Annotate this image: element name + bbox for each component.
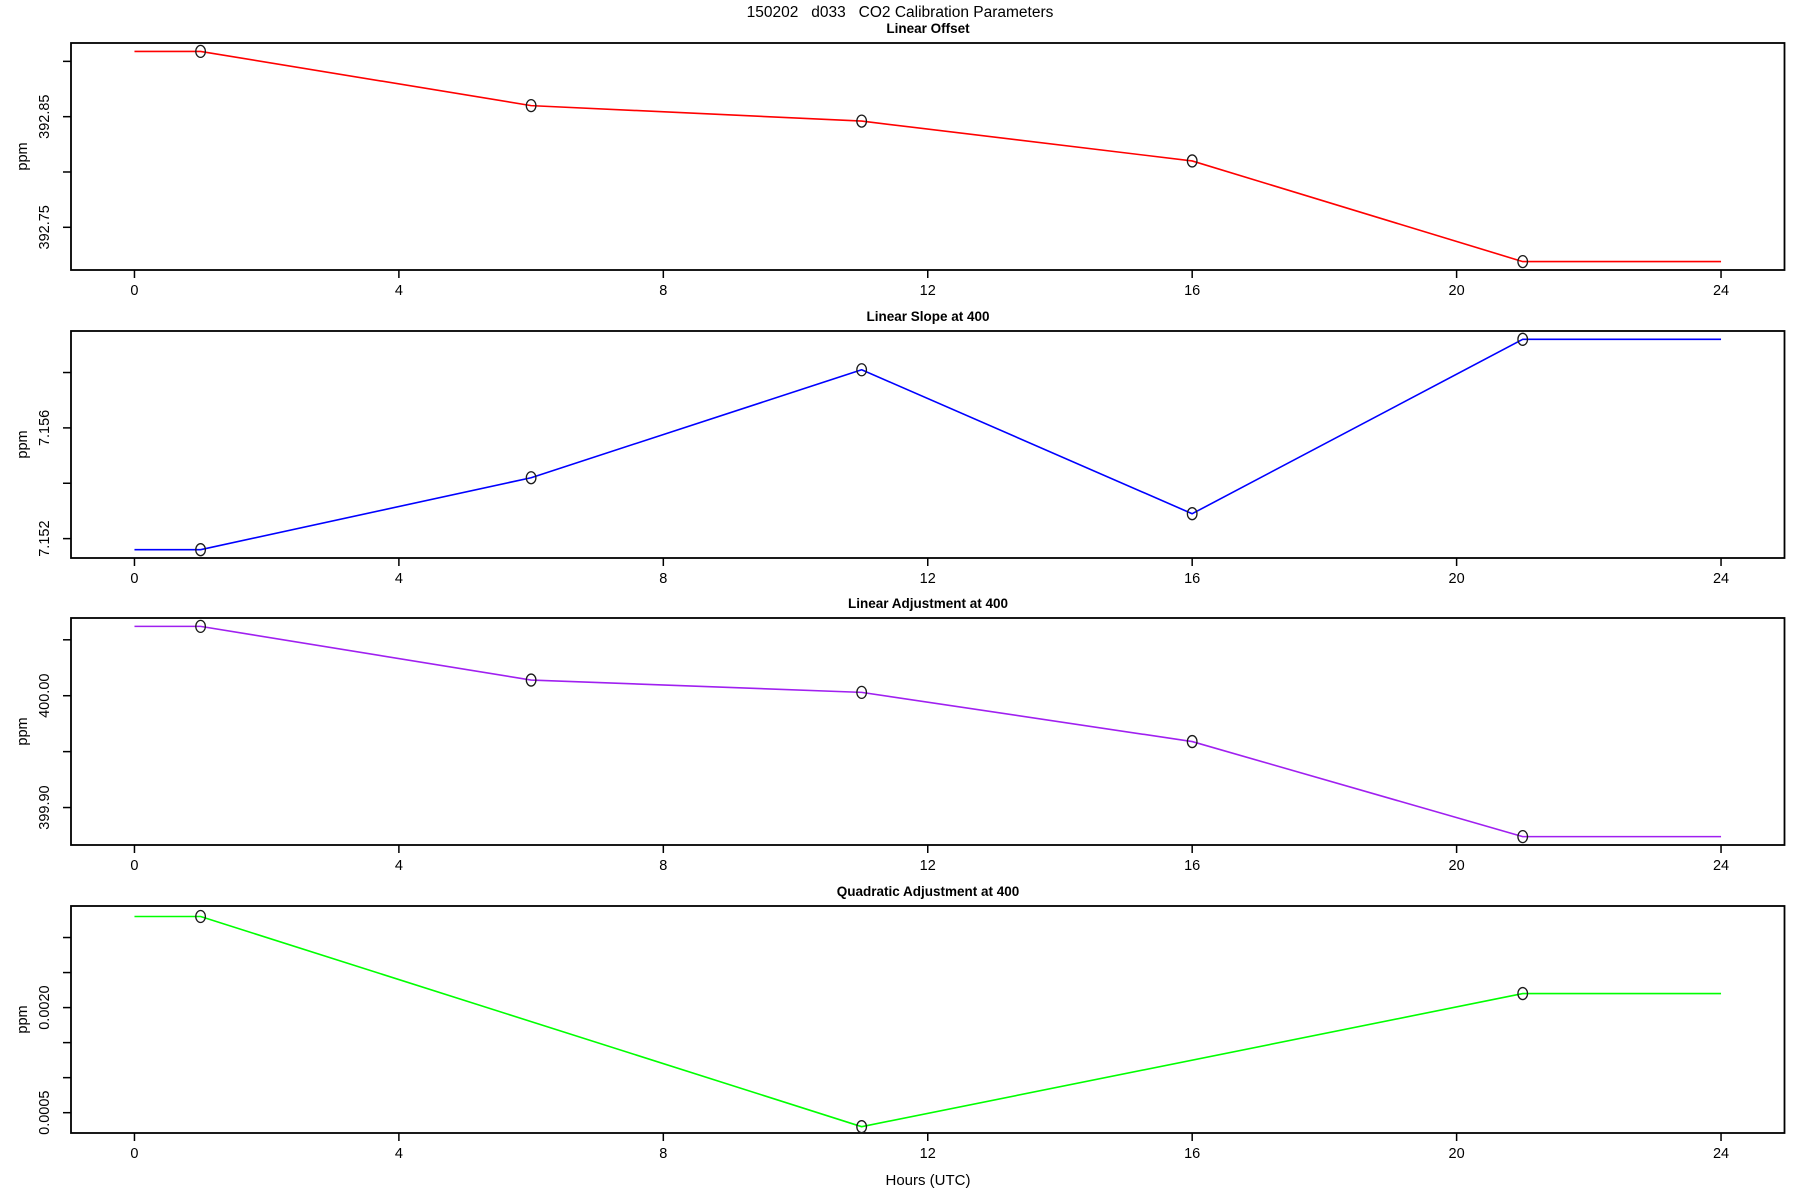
data-point-marker xyxy=(1517,332,1529,346)
x-tick-label: 20 xyxy=(1449,1146,1465,1162)
x-tick-label: 0 xyxy=(130,283,138,299)
x-tick-label: 4 xyxy=(395,283,403,299)
x-tick-label: 24 xyxy=(1713,571,1729,587)
y-axis-label: ppm xyxy=(15,1005,31,1033)
x-tick-label: 20 xyxy=(1449,283,1465,299)
data-point-marker xyxy=(195,619,207,634)
data-line xyxy=(134,915,1722,1128)
x-tick-label: 12 xyxy=(920,858,936,874)
data-point-marker xyxy=(195,44,207,59)
panel-title-linear-adjustment: Linear Adjustment at 400 xyxy=(847,596,1009,611)
plot-box xyxy=(70,330,1786,559)
y-tick-label: 392.75 xyxy=(37,205,53,249)
data-point-marker xyxy=(856,363,868,377)
panel-title-quadratic-adjustment: Quadratic Adjustment at 400 xyxy=(836,884,1020,899)
data-point-marker xyxy=(1517,254,1529,269)
y-tick-label: 7.152 xyxy=(37,520,53,556)
x-tick-label: 8 xyxy=(659,571,667,587)
x-tick-label: 12 xyxy=(920,283,936,299)
x-tick-label: 8 xyxy=(659,1146,667,1162)
x-tick-label: 4 xyxy=(395,571,403,587)
chart-panel-2: 7.152 7.156 ppm 0 4 8 12 16 20 24 xyxy=(15,330,1786,587)
x-tick-label: 8 xyxy=(659,858,667,874)
x-tick-label: 20 xyxy=(1449,858,1465,874)
figure-title: 150202 d033 CO2 Calibration Parameters xyxy=(746,4,1054,21)
y-axis-label: ppm xyxy=(15,142,31,170)
x-tick-label: 0 xyxy=(130,571,138,587)
data-point-marker xyxy=(525,471,537,485)
y-tick-label: 400.00 xyxy=(37,674,53,718)
y-axis-label: ppm xyxy=(15,717,31,745)
x-tick-label: 4 xyxy=(395,858,403,874)
x-axis-title: Hours (UTC) xyxy=(885,1172,971,1189)
data-point-marker xyxy=(195,909,207,924)
x-tick-label: 12 xyxy=(920,571,936,587)
plot-box xyxy=(70,905,1786,1134)
x-tick-label: 8 xyxy=(659,283,667,299)
plot-box xyxy=(70,42,1786,271)
panel-title-linear-slope: Linear Slope at 400 xyxy=(866,309,990,324)
data-line xyxy=(134,50,1722,263)
x-tick-label: 0 xyxy=(130,1146,138,1162)
data-line xyxy=(134,338,1722,551)
data-line xyxy=(134,625,1722,838)
x-tick-label: 24 xyxy=(1713,283,1729,299)
data-point-marker xyxy=(525,673,537,687)
x-tick-label: 16 xyxy=(1184,571,1200,587)
x-tick-label: 0 xyxy=(130,858,138,874)
data-point-marker xyxy=(1517,829,1529,844)
data-point-marker xyxy=(1186,734,1198,749)
y-tick-label: 392.85 xyxy=(37,94,53,138)
y-tick-label: 399.90 xyxy=(37,785,53,829)
x-tick-label: 24 xyxy=(1713,1146,1729,1162)
panel-title-linear-offset: Linear Offset xyxy=(886,21,970,36)
data-point-marker xyxy=(856,1120,868,1134)
x-tick-label: 24 xyxy=(1713,858,1729,874)
data-point-marker xyxy=(525,98,537,113)
data-point-marker xyxy=(856,114,868,128)
data-point-marker xyxy=(1517,986,1529,1001)
x-tick-label: 4 xyxy=(395,1146,403,1162)
chart-panel-1: 392.75 392.85 ppm 0 4 8 12 16 20 24 xyxy=(15,42,1786,299)
y-axis-label: ppm xyxy=(15,430,31,458)
x-tick-label: 20 xyxy=(1449,571,1465,587)
chart-panel-4: 0.0005 0.0020 ppm 0 4 8 12 16 20 24 xyxy=(15,905,1786,1162)
data-point-marker xyxy=(1186,154,1198,168)
x-tick-label: 12 xyxy=(920,1146,936,1162)
y-tick-label: 7.156 xyxy=(37,410,53,446)
data-point-marker xyxy=(856,685,868,700)
data-point-marker xyxy=(195,543,207,557)
data-point-marker xyxy=(1186,507,1198,521)
x-tick-label: 16 xyxy=(1184,858,1200,874)
x-tick-label: 16 xyxy=(1184,1146,1200,1162)
chart-panel-3: 399.90 400.00 ppm 0 4 8 12 16 20 24 xyxy=(15,617,1786,874)
x-tick-label: 16 xyxy=(1184,283,1200,299)
y-tick-label: 0.0005 xyxy=(37,1091,53,1135)
plot-box xyxy=(70,617,1786,846)
y-tick-label: 0.0020 xyxy=(37,985,53,1029)
